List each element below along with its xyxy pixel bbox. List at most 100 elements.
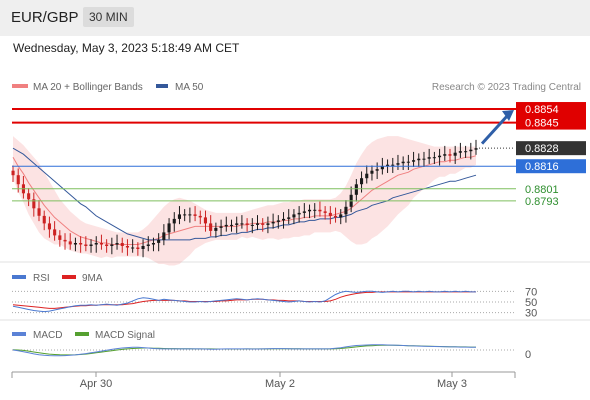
candle-body	[443, 154, 447, 156]
candle-body	[287, 217, 291, 219]
candle-body	[94, 243, 98, 245]
macd-zero-label: 0	[525, 349, 531, 361]
candle	[297, 206, 301, 223]
x-axis: Apr 30 May 2 May 3	[11, 371, 516, 390]
candle	[131, 239, 135, 253]
macd-signal-line	[12, 344, 476, 356]
level-box-last	[516, 141, 586, 156]
candle	[458, 142, 462, 158]
candle-body	[313, 209, 317, 211]
candle-body	[474, 148, 478, 150]
candle-body	[58, 235, 62, 240]
candle	[172, 212, 176, 232]
candle	[256, 215, 260, 231]
candle	[73, 237, 77, 252]
header-bar: EUR/GBP 30 MIN	[0, 0, 590, 36]
macd-legend: MACD MACD Signal	[12, 330, 155, 341]
candle	[245, 218, 249, 232]
candle-body	[245, 223, 249, 225]
candle-body	[157, 239, 161, 243]
candle-body	[214, 227, 218, 231]
candle	[308, 204, 312, 219]
legend-swatch-rsi-ma	[62, 275, 76, 279]
macd-chart: 0	[12, 344, 531, 361]
candle-body	[365, 173, 369, 179]
candle	[235, 216, 239, 234]
candle-body	[323, 211, 327, 213]
candle-body	[68, 241, 72, 245]
candle	[198, 210, 202, 225]
candle	[240, 215, 244, 229]
candle	[68, 233, 72, 250]
candle-body	[53, 229, 57, 236]
candle-body	[334, 215, 338, 218]
timeframe-badge[interactable]: 30 MIN	[83, 7, 134, 27]
candle-body	[125, 246, 129, 248]
candle-body	[89, 244, 93, 246]
currency-pair-title: EUR/GBP	[11, 9, 79, 26]
candle	[79, 236, 83, 253]
candle-body	[235, 223, 239, 225]
candle	[422, 151, 426, 167]
candle	[219, 219, 223, 237]
candle	[427, 148, 431, 164]
candle-body	[209, 223, 213, 231]
candle	[464, 145, 468, 158]
candle-body	[354, 184, 358, 195]
research-credit: Research © 2023 Trading Central	[432, 82, 581, 93]
candle	[224, 216, 228, 232]
candle	[354, 179, 358, 202]
candle	[370, 165, 374, 181]
candle	[391, 157, 395, 173]
candle-body	[224, 224, 228, 227]
candle-body	[105, 244, 109, 246]
candle	[282, 212, 286, 229]
candle	[443, 145, 447, 161]
candle-body	[63, 239, 67, 242]
candle-body	[422, 158, 426, 160]
legend-label-ma50: MA 50	[175, 82, 204, 93]
candle-body	[240, 223, 244, 225]
candle-body	[292, 214, 296, 218]
candle	[318, 201, 322, 217]
rsi-legend: RSI 9MA	[12, 273, 103, 284]
rsi-ma-line	[12, 291, 476, 309]
chart-datetime: Wednesday, May 3, 2023 5:18:49 AM CET	[13, 41, 240, 55]
candle-body	[406, 161, 410, 163]
candle-body	[37, 208, 41, 216]
candle-body	[464, 151, 468, 153]
candle-body	[120, 243, 124, 246]
main-legend: MA 20 + Bollinger Bands MA 50 Research ©…	[12, 82, 581, 93]
rsi-line	[12, 290, 476, 313]
legend-swatch-ma20	[12, 84, 28, 88]
candle-body	[193, 214, 197, 216]
candle-body	[261, 223, 265, 225]
candle-body	[344, 206, 348, 215]
level-label-resistance: 0.8845	[525, 118, 559, 130]
candle	[53, 221, 57, 241]
ma50-line	[12, 147, 477, 241]
legend-label-rsi-ma: 9MA	[82, 273, 103, 284]
candle	[432, 151, 436, 164]
candle-body	[302, 211, 306, 213]
candle	[27, 188, 31, 207]
candle-body	[318, 209, 322, 212]
rsi-level-label: 70	[525, 286, 537, 298]
candle	[339, 209, 343, 225]
candle	[11, 165, 15, 183]
candle-body	[99, 243, 103, 245]
candle-body	[458, 151, 462, 153]
candle	[167, 218, 171, 240]
candle	[151, 237, 155, 252]
level-label-support: 0.8801	[525, 184, 559, 196]
candle	[261, 218, 265, 232]
legend-label-macd-signal: MACD Signal	[95, 330, 155, 341]
level-label-support: 0.8793	[525, 196, 559, 208]
x-tick-label: May 2	[265, 378, 295, 390]
candle-body	[230, 224, 234, 226]
candle-body	[162, 232, 166, 240]
candle-body	[141, 246, 145, 249]
candle	[42, 210, 46, 231]
price-chart	[11, 136, 478, 266]
